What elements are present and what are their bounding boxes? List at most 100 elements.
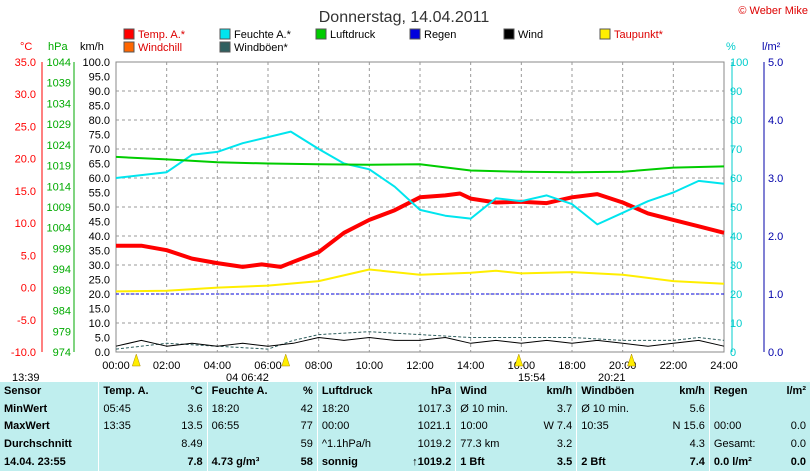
legend-swatch [123, 41, 135, 53]
table-cell: Windböen [576, 382, 657, 400]
temp-tick-label: 5.0 [21, 250, 36, 262]
table-cell: Luftdruck [316, 382, 395, 400]
table-cell [576, 435, 657, 454]
time-marker [514, 353, 524, 367]
x-tick-label: 14:00 [457, 360, 485, 372]
wind-tick-label: 15.0 [89, 304, 110, 316]
legend-label: Regen [424, 29, 456, 41]
table-cell: 0.0 [790, 420, 806, 433]
table-cell: 2 Bft [576, 453, 657, 471]
time-marker-label: 20:21 [598, 372, 626, 382]
temp-tick-label: 10.0 [15, 218, 36, 230]
wind-tick-label: 35.0 [89, 246, 110, 258]
legend-swatch [219, 28, 231, 40]
pressure-unit-label: hPa [48, 41, 68, 53]
humidity-tick-label: 70 [730, 144, 742, 156]
rain-tick-label: 2.0 [768, 231, 783, 243]
pressure-tick-label: 974 [53, 347, 71, 359]
wind-tick-label: 95.0 [89, 72, 110, 84]
table-cell: 3.7 [556, 402, 573, 415]
legend-swatch [409, 28, 421, 40]
table-cell: Ø 10 min. [455, 399, 529, 418]
table-cell: 0.0 [790, 438, 806, 451]
table-cell: 10:00 [455, 417, 529, 436]
table-cell: Ø 10 min. [576, 399, 657, 418]
table-cell: km/h [679, 384, 705, 397]
legend-swatch [503, 28, 515, 40]
legend-swatch [599, 28, 611, 40]
table-cell: 00:00 [316, 417, 395, 436]
pressure-tick-label: 979 [53, 326, 71, 338]
table-cell: Feuchte A. [206, 382, 291, 400]
pressure-tick-label: 1014 [47, 181, 71, 193]
wind-tick-label: 70.0 [89, 144, 110, 156]
table-row: Sensor Temp. A. °C Feuchte A.% Luftdruck hPa W… [0, 382, 810, 400]
series-line-0 [116, 191, 725, 269]
table-row: 14.04. 23:55 7.8 4.73 g/m³ 58 sonnig ↑1019.2 1… [0, 453, 810, 471]
time-marker [131, 353, 141, 367]
legend-label: Windböen* [234, 42, 289, 54]
table-cell: 1 Bft [455, 453, 529, 471]
chart-title: Donnerstag, 14.04.2011 [319, 9, 490, 26]
legend-label: Feuchte A.* [234, 29, 292, 41]
temp-tick-label: 30.0 [15, 89, 36, 101]
time-marker [627, 353, 636, 367]
pressure-tick-label: 1024 [47, 140, 71, 152]
series-line-1 [115, 130, 725, 226]
x-tick-label: 12:00 [406, 360, 434, 372]
table-cell: 0.0 l/m² [708, 453, 775, 471]
x-tick-label: 04:00 [204, 360, 232, 372]
table-cell: 3.5 [556, 456, 573, 469]
pressure-tick-label: 984 [53, 306, 71, 318]
table-cell: W 7.4 [543, 420, 573, 433]
x-tick-label: 02:00 [153, 360, 181, 372]
legend-swatch [219, 41, 231, 53]
x-tick-label: 22:00 [660, 360, 688, 372]
table-cell: 18:20 [206, 399, 291, 418]
pressure-tick-label: 1034 [47, 98, 71, 110]
series-line-3 [115, 268, 725, 293]
humidity-tick-label: 10 [730, 318, 742, 330]
table-cell: 1019.2 [417, 438, 452, 451]
temp-tick-label: 20.0 [15, 154, 36, 166]
table-cell: 77 [300, 420, 313, 433]
statistics-table: Sensor Temp. A. °C Feuchte A.% Luftdruck hPa W… [0, 382, 810, 471]
table-cell: MaxWert [4, 420, 50, 433]
table-cell: Regen [708, 382, 775, 400]
series-line-5 [115, 331, 725, 350]
table-cell: 13.5 [181, 420, 203, 433]
time-marker-label: 13:39 [12, 372, 40, 382]
time-marker-label: 15:54 [518, 372, 546, 382]
temp-tick-label: -5.0 [17, 315, 36, 327]
table-cell: Wind [455, 382, 529, 400]
table-cell: l/m² [786, 384, 806, 397]
table-cell: 77.3 km [455, 435, 529, 454]
pressure-tick-label: 994 [53, 264, 71, 276]
table-cell: 0.0 [790, 456, 806, 469]
wind-tick-label: 45.0 [89, 217, 110, 229]
wind-tick-label: 100.0 [82, 57, 110, 69]
table-cell: 7.8 [187, 456, 203, 469]
table-cell: 8.49 [181, 438, 203, 451]
temp-tick-label: 25.0 [15, 121, 36, 133]
pressure-tick-label: 1044 [47, 57, 71, 69]
legend-label: Windchill [138, 42, 182, 54]
table-cell: Sensor [4, 384, 42, 397]
table-cell: 06:55 [206, 417, 291, 436]
wind-tick-label: 90.0 [89, 86, 110, 98]
table-row: MaxWert 13:35 13.5 06:55 77 00:00 1021.1 10:00 W… [0, 417, 810, 436]
wind-unit-label: km/h [80, 41, 104, 53]
wind-tick-label: 85.0 [89, 101, 110, 113]
table-cell: km/h [546, 384, 573, 397]
table-cell: hPa [431, 384, 452, 397]
wind-tick-label: 30.0 [89, 260, 110, 272]
table-cell: 4.73 g/m³ [206, 453, 291, 471]
table-cell: Gesamt: [708, 435, 775, 454]
temp-tick-label: 0.0 [21, 283, 36, 295]
humidity-tick-label: 80 [730, 115, 742, 127]
wind-tick-label: 75.0 [89, 130, 110, 142]
series-line-2 [115, 155, 725, 174]
wind-tick-label: 10.0 [89, 318, 110, 330]
rain-tick-label: 4.0 [768, 115, 783, 127]
table-cell: 10:35 [576, 417, 657, 436]
